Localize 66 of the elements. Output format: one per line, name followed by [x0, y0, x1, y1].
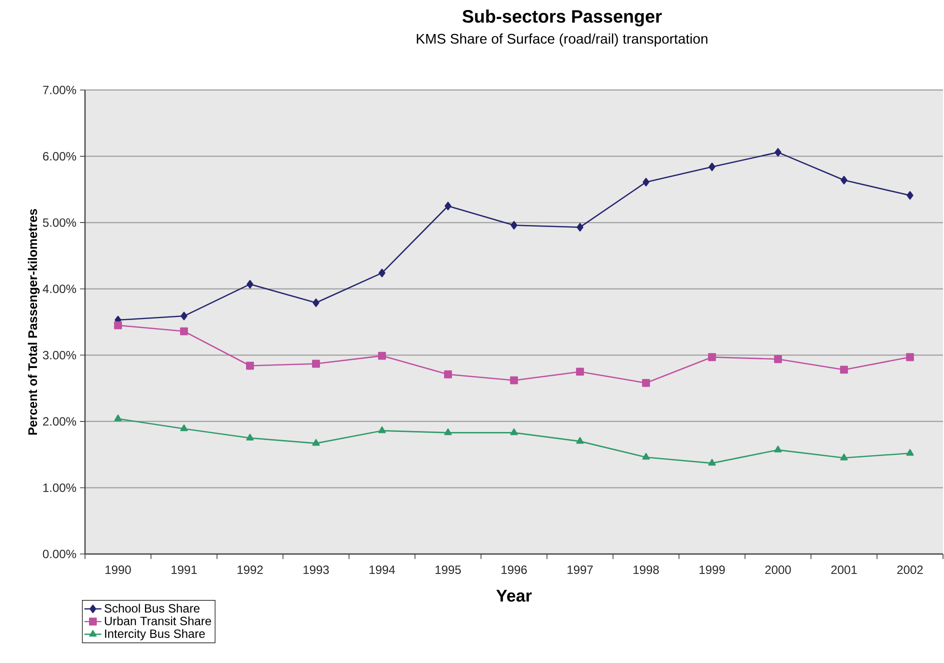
x-tick-label: 1994	[370, 566, 395, 574]
x-tick-label: 2001	[831, 566, 857, 574]
point	[906, 191, 914, 200]
point	[378, 426, 386, 434]
point	[906, 353, 914, 362]
point	[840, 366, 848, 374]
point	[708, 458, 716, 466]
x-tick-label: 1996	[502, 566, 527, 574]
point	[444, 202, 452, 210]
y-tick-label: 0.00%	[42, 550, 76, 558]
y-tick-label: 2.00%	[43, 417, 76, 426]
point	[180, 327, 188, 336]
x-tick-label: 1995	[436, 566, 461, 574]
x-axis-title: Year	[496, 590, 532, 602]
point	[774, 148, 782, 157]
point	[246, 434, 254, 440]
point	[510, 220, 518, 230]
x-tick-label: 1991	[172, 566, 197, 574]
point	[246, 362, 254, 370]
point	[378, 352, 386, 360]
point	[180, 312, 188, 320]
y-tick-label: 7.00%	[43, 86, 76, 94]
x-tick-label: 1992	[238, 566, 263, 574]
chart-title: Sub-sectors Passenger	[462, 10, 662, 26]
point	[576, 437, 584, 444]
point	[312, 439, 320, 446]
point	[576, 222, 584, 232]
point	[774, 446, 782, 452]
x-tick-label: 1998	[634, 566, 659, 574]
point	[312, 298, 320, 308]
legend-label: Intercity Bus Share	[105, 629, 205, 640]
x-tick-label: 2000	[765, 566, 791, 574]
point	[114, 414, 122, 422]
chart-subtitle: KMS Share of Surface (road/rail) transportation	[416, 33, 708, 47]
x-tick-label: 1990	[106, 566, 131, 574]
y-tick-label: 3.00%	[42, 350, 76, 360]
point	[510, 376, 518, 384]
legend-label: School Bus Share	[104, 604, 200, 613]
point	[708, 162, 716, 172]
point	[708, 353, 716, 362]
x-tick-label: 1999	[700, 566, 725, 574]
y-tick-label: 4.00%	[42, 284, 76, 294]
point	[906, 448, 914, 456]
legend-label: Urban Transit Share	[104, 616, 212, 626]
y-tick-label: 1.00%	[43, 483, 76, 492]
x-tick-label: 2002	[897, 566, 923, 574]
point	[510, 428, 518, 436]
point	[312, 360, 320, 368]
y-axis-title: Percent of Total Passenger-kilometres	[28, 209, 40, 435]
y-tick-label: 6.00%	[43, 152, 76, 161]
point	[840, 454, 848, 460]
point	[246, 280, 254, 288]
point	[444, 428, 452, 436]
x-tick-label: 1993	[304, 566, 329, 574]
point	[114, 321, 122, 330]
point	[642, 452, 650, 460]
point	[642, 379, 650, 387]
y-tick-label: 5.00%	[42, 218, 76, 227]
x-tick-label: 1997	[568, 566, 593, 574]
point	[840, 176, 848, 184]
point	[774, 355, 782, 364]
point	[576, 368, 584, 376]
point	[444, 370, 452, 378]
point	[180, 424, 188, 432]
point	[642, 178, 650, 186]
point	[378, 268, 386, 278]
